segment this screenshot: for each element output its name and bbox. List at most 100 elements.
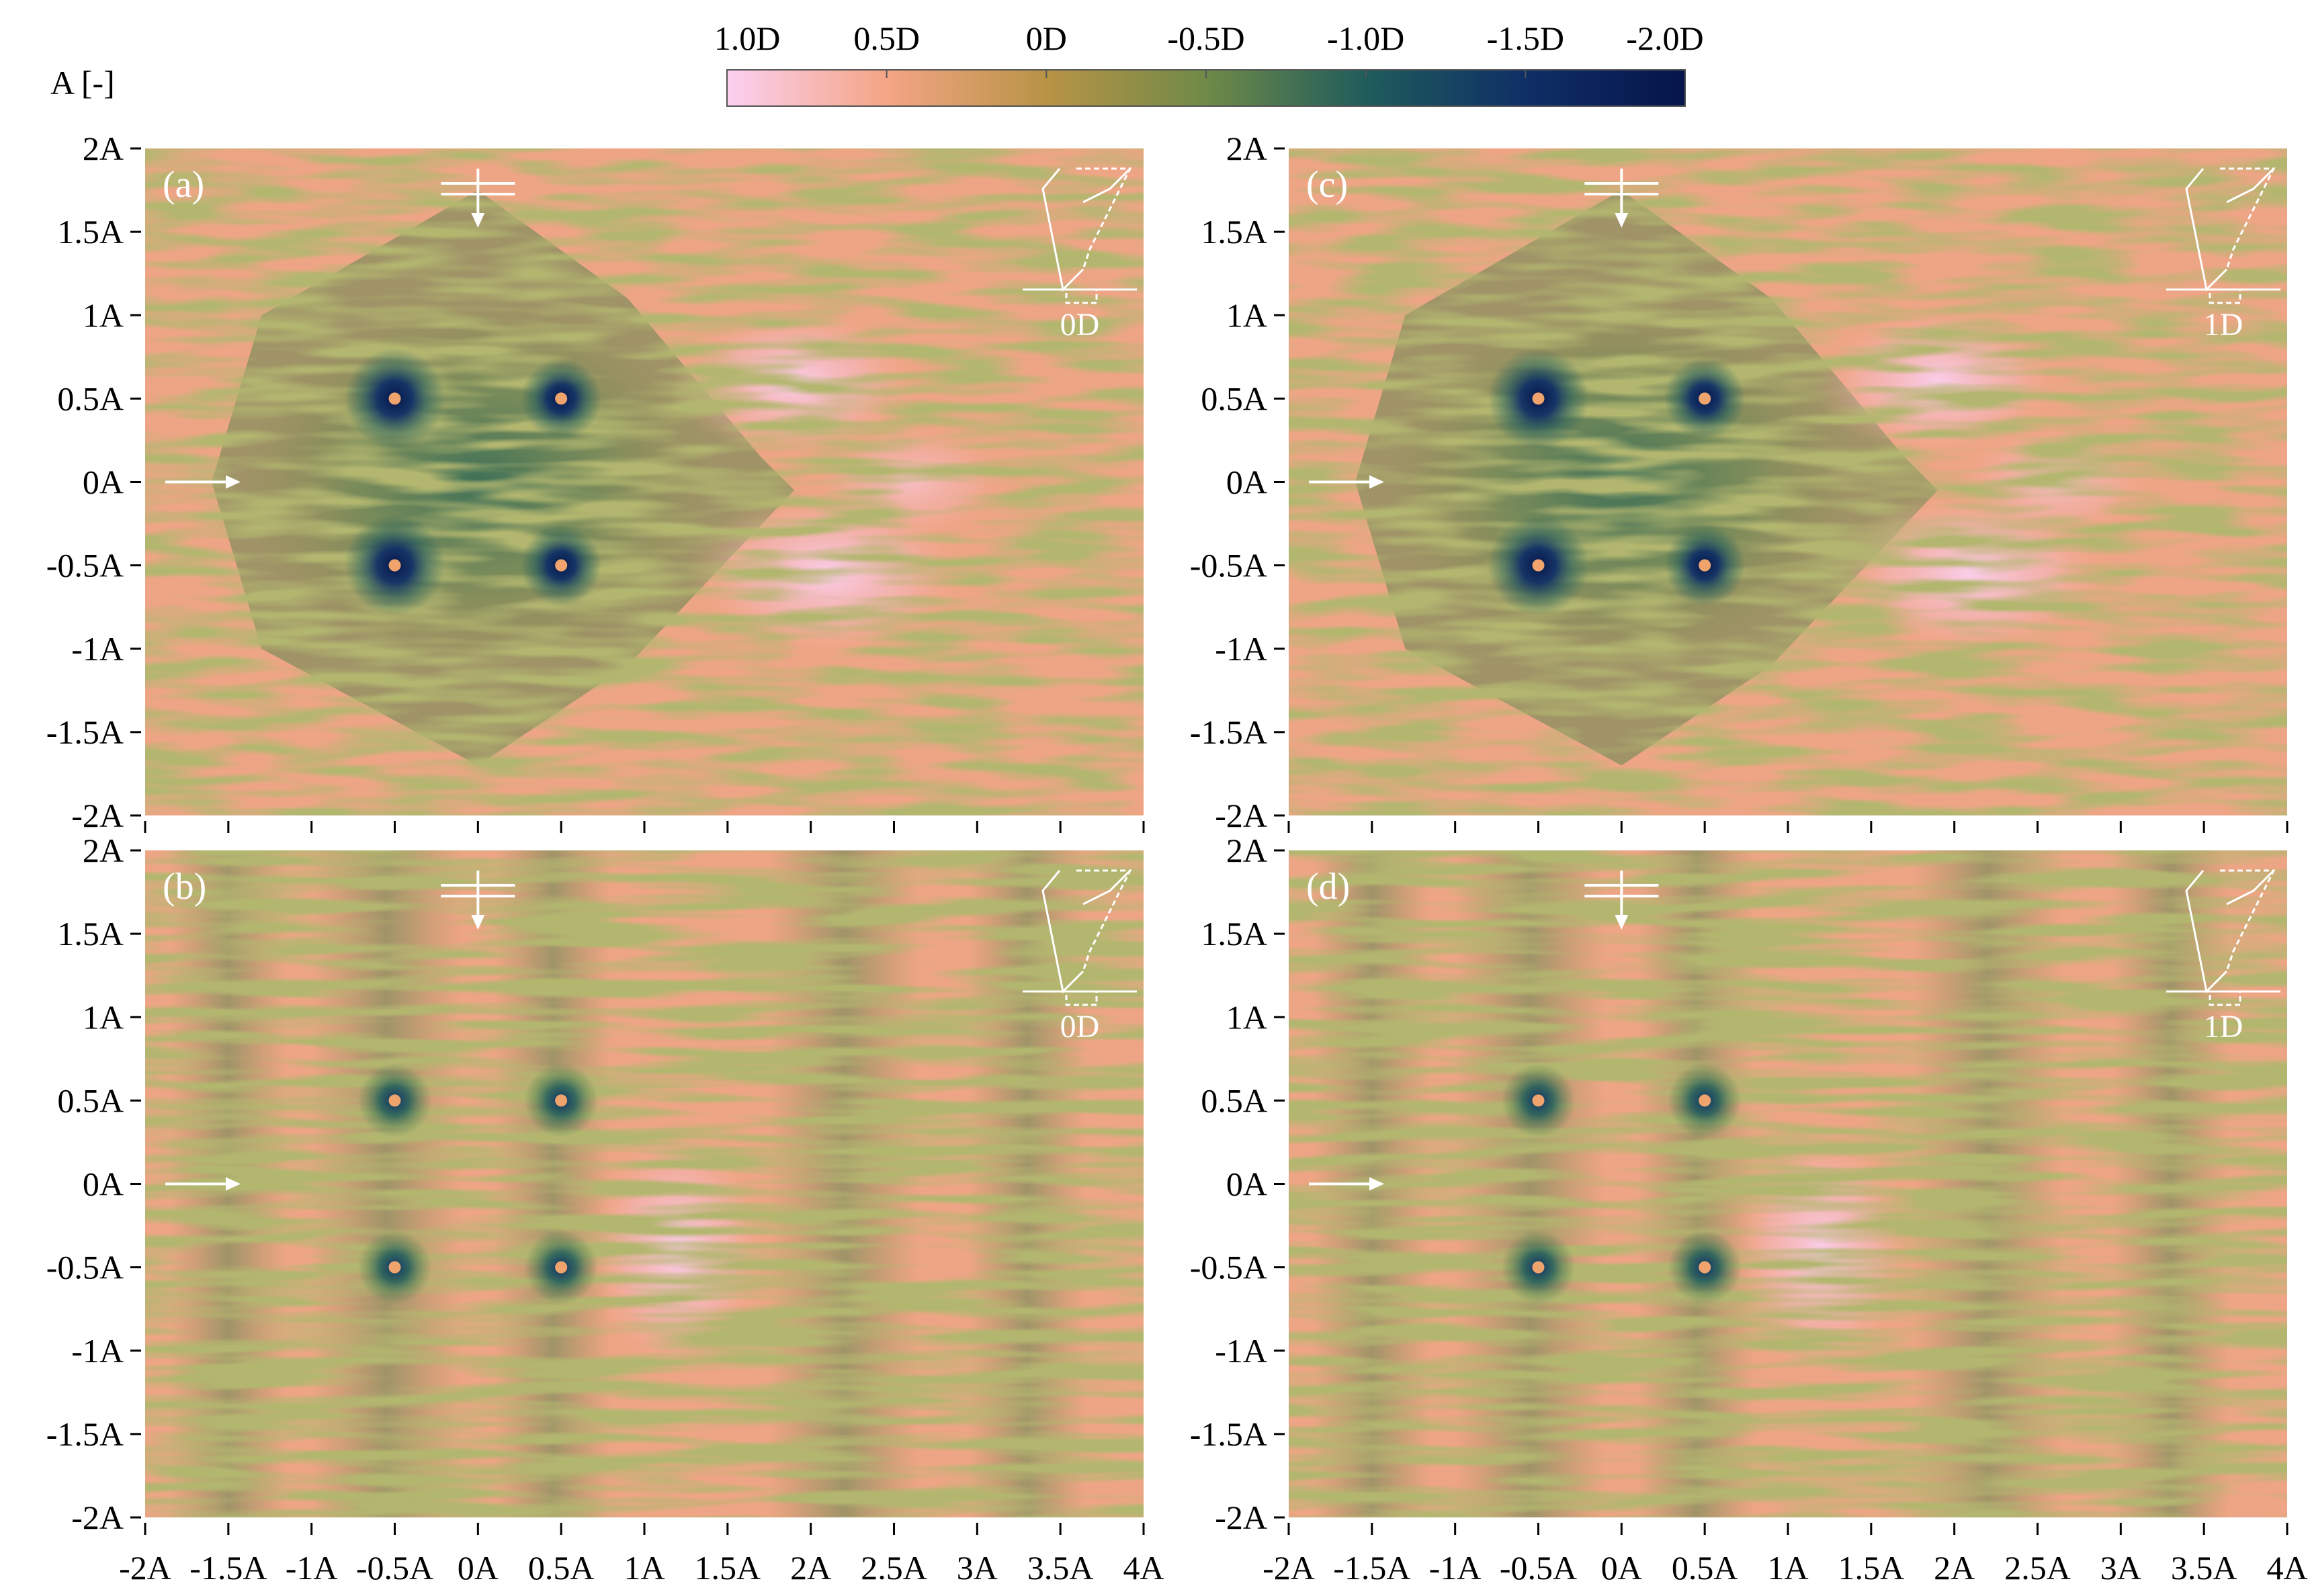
cylinder-marker: [1699, 1261, 1711, 1274]
x-tick-label: -0.5A: [356, 1549, 433, 1587]
y-tick-label: 0A: [1226, 463, 1267, 501]
y-tick-label: 1.5A: [57, 915, 124, 952]
y-tick-label: -1A: [71, 630, 124, 668]
y-tick-label: 0A: [1226, 1165, 1267, 1203]
cylinder-marker: [555, 1261, 568, 1274]
cylinder-marker: [1532, 392, 1545, 405]
heatmap-panel: 0D (b) 2A 1.5A 1A 0.5A 0A -0.5A -1A -1.5A -2A -2A -1…: [46, 832, 1164, 1587]
heatmap-field: [1289, 850, 2287, 1517]
heatmap-field: [1289, 148, 2287, 815]
x-tick-label: 0.5A: [528, 1549, 595, 1587]
y-tick-label: 1A: [83, 296, 124, 334]
inset-label: 1D: [2204, 1009, 2243, 1045]
y-tick-label: 2A: [83, 130, 124, 167]
cylinder-marker: [555, 1094, 568, 1107]
x-tick-label: 4A: [2266, 1549, 2307, 1587]
x-tick-label: 2A: [790, 1549, 831, 1587]
x-tick-label: -1A: [1429, 1549, 1482, 1587]
heatmap-field: [145, 850, 1144, 1517]
inset-schematic: [2166, 869, 2280, 1006]
heatmap-field: [145, 148, 1144, 815]
y-tick-label: -2A: [1215, 1499, 1267, 1536]
heatmap-panel: 1D (d) 2A 1.5A 1A 0.5A 0A -0.5A -1A -1.5A -2A -2A -1…: [1190, 832, 2308, 1587]
cylinder-marker: [555, 559, 568, 572]
colorbar-tick-label: -2.0D: [1626, 19, 1703, 57]
y-tick-label: -1A: [71, 1332, 124, 1370]
flow-arrow-head: [226, 1177, 241, 1191]
x-tick-label: -1.5A: [1333, 1549, 1410, 1587]
cylinder-marker: [388, 392, 401, 405]
y-tick-label: 2A: [1226, 832, 1267, 869]
flow-arrow-head: [1369, 475, 1384, 489]
panel-label: (c): [1306, 164, 1348, 206]
y-tick-label: -1.5A: [46, 713, 124, 751]
x-tick-label: 0A: [1601, 1549, 1642, 1587]
y-tick-label: 0.5A: [57, 1081, 124, 1119]
colorbar-tick-label: -1.0D: [1327, 19, 1404, 57]
inset-schematic: [2166, 167, 2280, 304]
x-tick-label: -1A: [286, 1549, 338, 1587]
colorbar-tick-label: 0.5D: [853, 19, 920, 57]
x-tick-label: 3.5A: [2171, 1549, 2237, 1587]
y-tick-label: 1.5A: [1201, 213, 1267, 251]
y-tick-label: 0.5A: [57, 380, 124, 417]
heatmap-panel: 0D (a) 2A 1.5A 1A 0.5A 0A -0.5A -1A -1.5A -2A: [46, 130, 1145, 834]
x-tick-label: 3A: [957, 1549, 998, 1587]
colorbar-tick-label: -0.5D: [1167, 19, 1244, 57]
x-tick-label: 2.5A: [861, 1549, 927, 1587]
inset-label: 0D: [1060, 1009, 1100, 1045]
colorbar: A [-] 1.0D 0.5D 0D -0.5D -1.0D -1.5D -2.0D: [50, 19, 1704, 107]
y-tick-label: 1A: [1226, 296, 1267, 334]
panels: 0D (a) 2A 1.5A 1A 0.5A 0A -0.5A -1A -1.5A -2A 0D (b)…: [46, 130, 2308, 1587]
cylinder-marker: [388, 1261, 401, 1274]
y-tick-label: -1.5A: [1190, 713, 1267, 751]
cylinder-marker: [1532, 559, 1545, 572]
inset-label: 0D: [1060, 307, 1100, 343]
x-tick-label: 0.5A: [1672, 1549, 1738, 1587]
x-tick-label: 0A: [458, 1549, 499, 1587]
inset-label: 1D: [2204, 307, 2243, 343]
x-tick-label: -2A: [1263, 1549, 1315, 1587]
y-tick-label: 1.5A: [1201, 915, 1267, 952]
cylinder-marker: [1532, 1261, 1545, 1274]
y-tick-label: 1A: [83, 998, 124, 1036]
x-tick-label: 1.5A: [695, 1549, 761, 1587]
y-tick-label: -2A: [71, 1499, 124, 1536]
cylinder-marker: [1699, 559, 1711, 572]
y-tick-label: 2A: [1226, 130, 1267, 167]
x-tick-label: 1A: [1767, 1549, 1808, 1587]
x-tick-label: -0.5A: [1500, 1549, 1577, 1587]
y-tick-label: 0A: [83, 463, 124, 501]
cylinder-marker: [388, 559, 401, 572]
y-tick-label: -0.5A: [1190, 1249, 1267, 1286]
cylinder-marker: [388, 1094, 401, 1107]
y-tick-label: 0.5A: [1201, 1081, 1267, 1119]
cylinder-marker: [1699, 392, 1711, 405]
y-tick-label: -1A: [1215, 630, 1267, 668]
inset-schematic: [1023, 167, 1137, 304]
x-tick-label: -2A: [119, 1549, 171, 1587]
x-tick-label: 1.5A: [1838, 1549, 1905, 1587]
x-tick-label: 1A: [624, 1549, 665, 1587]
panel-label: (d): [1306, 866, 1350, 907]
heatmap-panel: 1D (c) 2A 1.5A 1A 0.5A 0A -0.5A -1A -1.5A -2A: [1190, 130, 2288, 834]
y-tick-label: 2A: [83, 832, 124, 869]
y-tick-label: -1.5A: [46, 1415, 124, 1453]
y-tick-label: 0.5A: [1201, 380, 1267, 417]
x-tick-label: -1.5A: [189, 1549, 267, 1587]
colorbar-tick-label: -1.5D: [1487, 19, 1564, 57]
panel-label: (a): [163, 164, 204, 206]
panel-label: (b): [163, 866, 206, 907]
flow-arrow-head: [226, 475, 241, 489]
x-tick-label: 2A: [1934, 1549, 1975, 1587]
y-tick-label: -1.5A: [1190, 1415, 1267, 1453]
y-tick-label: -0.5A: [46, 1249, 124, 1286]
colorbar-tick-label: 1.0D: [714, 19, 781, 57]
inset-schematic: [1023, 869, 1137, 1006]
cylinder-marker: [1699, 1094, 1711, 1107]
y-tick-label: 1A: [1226, 998, 1267, 1036]
x-tick-label: 3.5A: [1027, 1549, 1094, 1587]
y-tick-label: -2A: [1215, 797, 1267, 834]
cylinder-marker: [555, 392, 568, 405]
